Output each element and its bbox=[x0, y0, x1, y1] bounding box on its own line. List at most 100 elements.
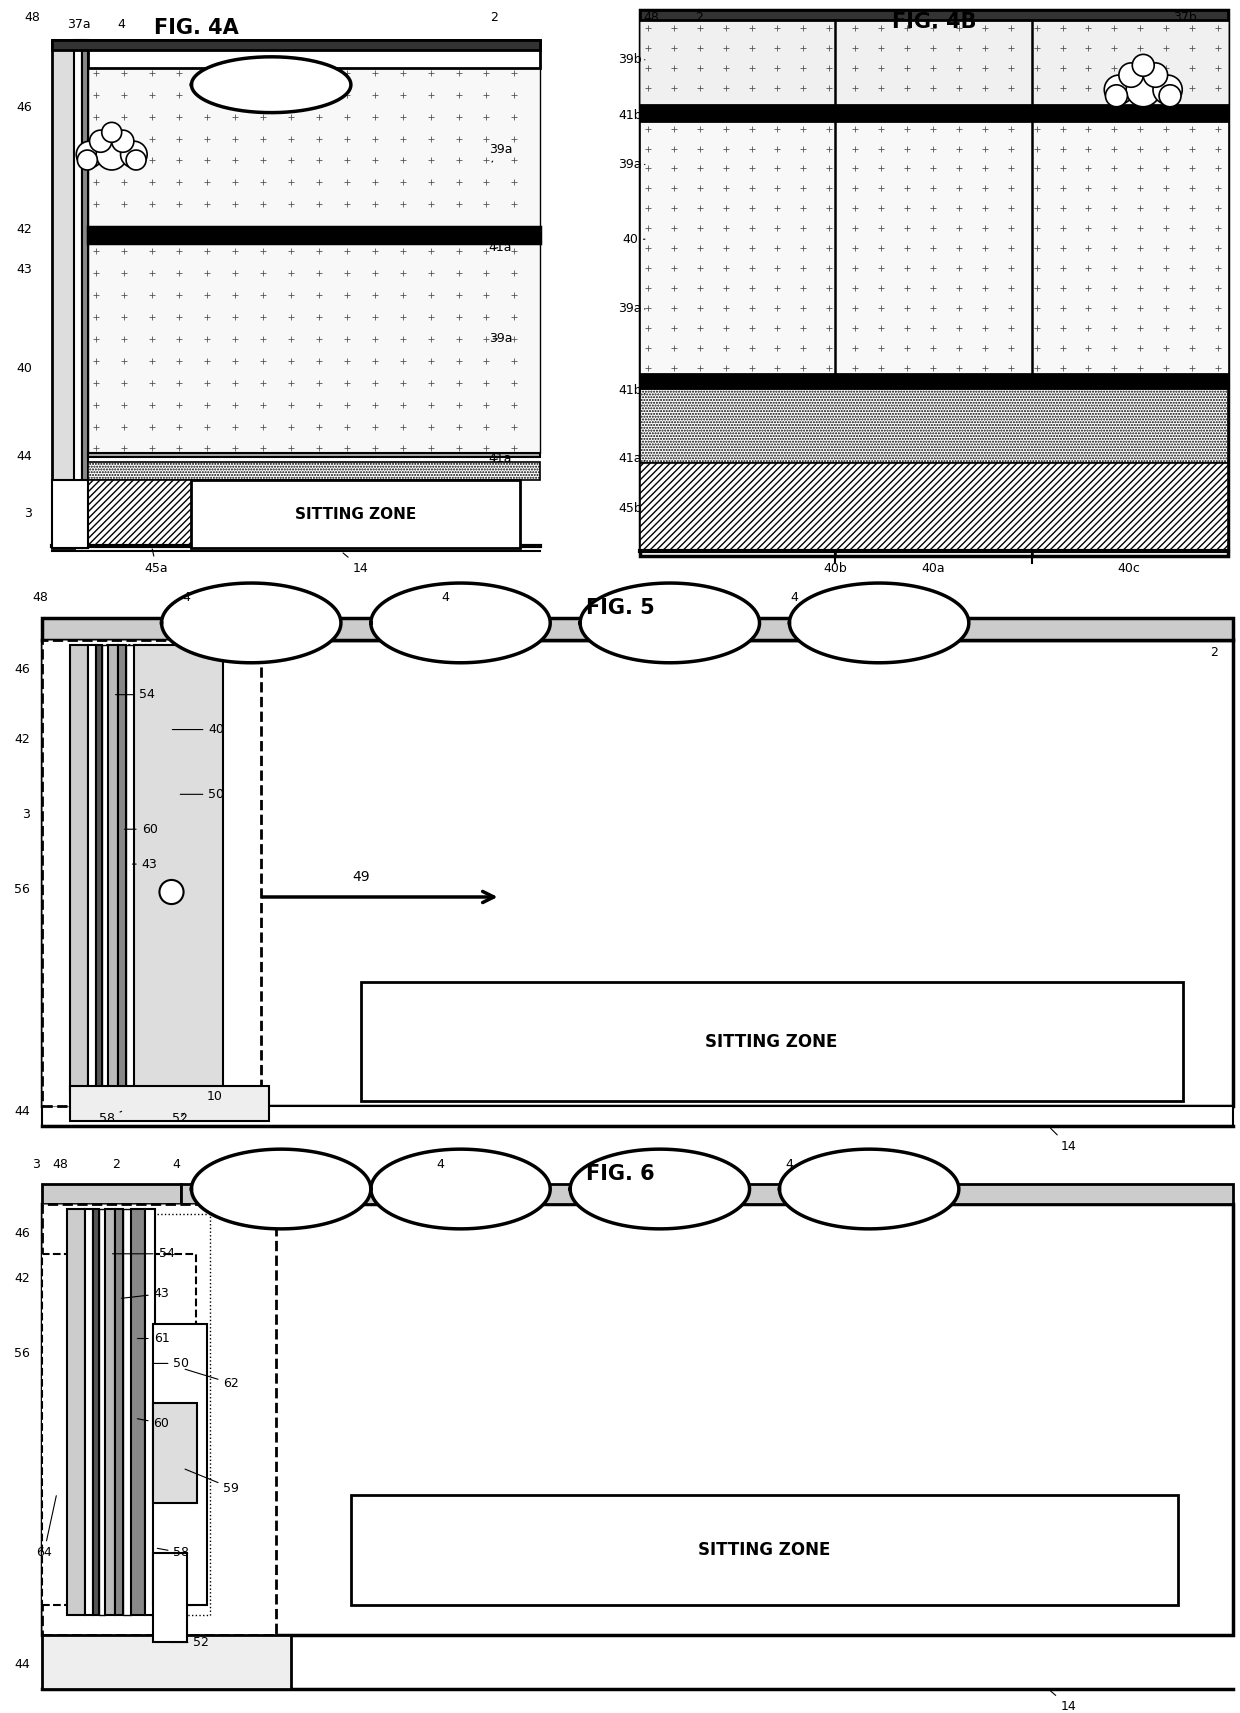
Text: 60: 60 bbox=[138, 1417, 170, 1430]
Text: 41b: 41b bbox=[619, 110, 645, 122]
Polygon shape bbox=[580, 582, 760, 663]
Bar bbox=[153, 1324, 207, 1605]
Bar bbox=[95, 644, 102, 1091]
Text: FIG. 4A: FIG. 4A bbox=[154, 17, 239, 38]
Bar bbox=[640, 373, 1228, 387]
Text: 48: 48 bbox=[642, 12, 658, 24]
Circle shape bbox=[1153, 75, 1182, 104]
Text: 43: 43 bbox=[133, 858, 157, 870]
Polygon shape bbox=[371, 1149, 551, 1228]
Bar bbox=[640, 21, 1228, 104]
Bar bbox=[150, 1215, 211, 1615]
Text: 3: 3 bbox=[22, 809, 30, 821]
Circle shape bbox=[120, 140, 148, 168]
Bar bbox=[42, 1107, 1233, 1125]
Text: 54: 54 bbox=[115, 689, 155, 701]
Text: 39a: 39a bbox=[619, 303, 645, 315]
Text: 4: 4 bbox=[441, 591, 450, 605]
Bar bbox=[640, 104, 1228, 120]
Bar bbox=[88, 65, 541, 230]
Bar bbox=[52, 39, 74, 548]
Text: 37b: 37b bbox=[1173, 12, 1197, 24]
Bar bbox=[82, 39, 88, 548]
Polygon shape bbox=[790, 582, 968, 663]
Bar bbox=[125, 644, 134, 1091]
Bar bbox=[69, 644, 88, 1091]
Circle shape bbox=[1132, 55, 1154, 77]
Text: 52: 52 bbox=[171, 1112, 187, 1125]
Bar bbox=[88, 463, 541, 480]
Bar bbox=[42, 1254, 196, 1605]
Bar bbox=[105, 644, 186, 1091]
Bar bbox=[67, 1209, 84, 1615]
Circle shape bbox=[1159, 86, 1180, 106]
Text: 48: 48 bbox=[52, 1158, 68, 1170]
Text: 39a: 39a bbox=[489, 332, 512, 346]
Bar bbox=[88, 39, 541, 69]
Bar bbox=[99, 1209, 104, 1615]
Bar bbox=[114, 1209, 123, 1615]
Bar bbox=[640, 10, 1228, 557]
Bar bbox=[130, 1209, 145, 1615]
Text: SITTING ZONE: SITTING ZONE bbox=[706, 1033, 838, 1050]
Bar bbox=[52, 39, 541, 50]
Bar bbox=[361, 982, 1183, 1101]
Circle shape bbox=[89, 130, 112, 152]
Bar bbox=[153, 1403, 197, 1502]
Text: 46: 46 bbox=[16, 101, 32, 115]
Bar bbox=[102, 644, 108, 1091]
Text: 10: 10 bbox=[206, 1089, 222, 1103]
Text: 2: 2 bbox=[112, 1158, 119, 1170]
Text: 43: 43 bbox=[16, 262, 32, 276]
Text: 4: 4 bbox=[790, 591, 799, 605]
Polygon shape bbox=[780, 1149, 959, 1228]
Text: SITTING ZONE: SITTING ZONE bbox=[698, 1540, 831, 1559]
Text: 14: 14 bbox=[1050, 1129, 1076, 1153]
Circle shape bbox=[1118, 63, 1143, 87]
Circle shape bbox=[77, 140, 103, 168]
Text: 44: 44 bbox=[14, 1658, 30, 1670]
Bar bbox=[52, 480, 88, 548]
Circle shape bbox=[97, 139, 128, 170]
Bar bbox=[134, 644, 223, 1091]
Text: FIG. 5: FIG. 5 bbox=[585, 598, 655, 618]
Text: 58: 58 bbox=[157, 1547, 190, 1559]
Text: FIG. 4B: FIG. 4B bbox=[892, 12, 976, 33]
Text: 40: 40 bbox=[16, 361, 32, 375]
Text: 41a: 41a bbox=[489, 452, 512, 464]
Text: 44: 44 bbox=[16, 451, 32, 463]
Text: 46: 46 bbox=[14, 663, 30, 677]
Text: 44: 44 bbox=[14, 1105, 30, 1119]
Text: 50: 50 bbox=[153, 1357, 190, 1370]
Text: 42: 42 bbox=[14, 1273, 30, 1285]
Text: 3: 3 bbox=[24, 507, 32, 519]
Text: 60: 60 bbox=[124, 822, 157, 836]
Text: 40: 40 bbox=[622, 233, 645, 245]
Text: 64: 64 bbox=[36, 1495, 56, 1559]
Text: 61: 61 bbox=[138, 1333, 170, 1345]
Bar bbox=[42, 1204, 277, 1634]
Circle shape bbox=[1143, 63, 1168, 87]
Text: 45b: 45b bbox=[618, 502, 645, 516]
Text: 4: 4 bbox=[785, 1158, 794, 1170]
Circle shape bbox=[1106, 86, 1127, 106]
Bar bbox=[145, 1209, 155, 1615]
Bar bbox=[42, 1634, 291, 1689]
Circle shape bbox=[102, 122, 122, 142]
Text: 2: 2 bbox=[491, 12, 498, 24]
Bar bbox=[42, 1204, 1233, 1634]
Text: 14: 14 bbox=[343, 553, 368, 574]
Text: 49: 49 bbox=[352, 870, 370, 884]
Text: 14: 14 bbox=[1050, 1691, 1076, 1713]
Text: 39a: 39a bbox=[489, 142, 512, 163]
Bar bbox=[69, 1086, 269, 1122]
Text: 40c: 40c bbox=[1117, 562, 1141, 574]
Text: 37a: 37a bbox=[67, 19, 91, 31]
Bar bbox=[191, 480, 521, 548]
Polygon shape bbox=[371, 582, 551, 663]
Text: 56: 56 bbox=[14, 882, 30, 896]
Text: 41b: 41b bbox=[619, 384, 645, 397]
Text: 4: 4 bbox=[172, 1158, 181, 1170]
Bar bbox=[88, 480, 232, 546]
Circle shape bbox=[160, 880, 184, 904]
